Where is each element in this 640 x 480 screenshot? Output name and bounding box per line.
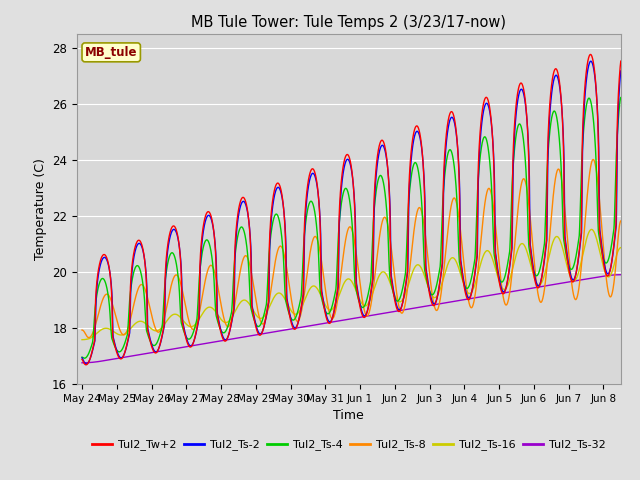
X-axis label: Time: Time	[333, 409, 364, 422]
Legend: Tul2_Tw+2, Tul2_Ts-2, Tul2_Ts-4, Tul2_Ts-8, Tul2_Ts-16, Tul2_Ts-32: Tul2_Tw+2, Tul2_Ts-2, Tul2_Ts-4, Tul2_Ts…	[88, 435, 610, 455]
Title: MB Tule Tower: Tule Temps 2 (3/23/17-now): MB Tule Tower: Tule Temps 2 (3/23/17-now…	[191, 15, 506, 30]
Y-axis label: Temperature (C): Temperature (C)	[33, 158, 47, 260]
Text: MB_tule: MB_tule	[85, 46, 138, 59]
